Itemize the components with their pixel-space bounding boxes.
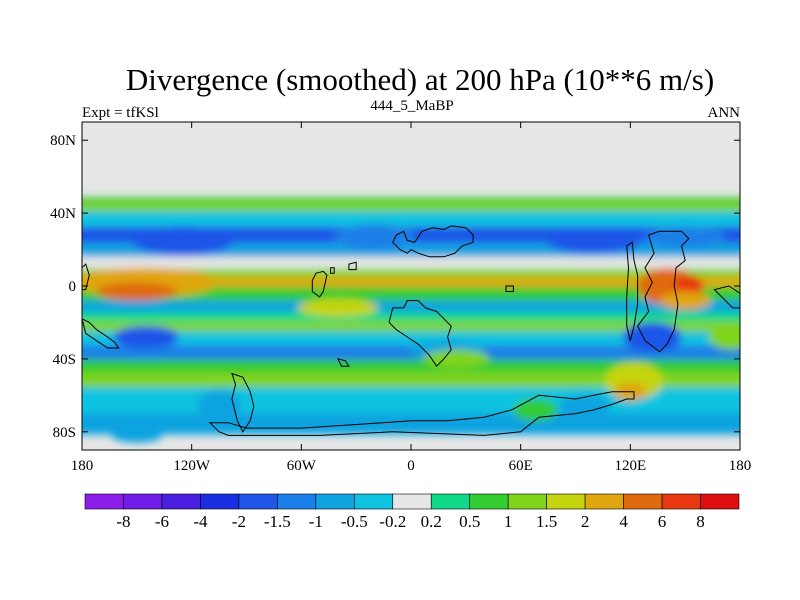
colorbar-swatch (700, 493, 740, 510)
colorbar-swatch (277, 493, 317, 510)
field-blob (659, 291, 711, 310)
field-band (82, 276, 740, 287)
continent-outlines (82, 225, 740, 436)
y-tick-label: 80S (53, 425, 76, 441)
colorbar-swatch (430, 493, 471, 510)
field-band (82, 345, 740, 360)
colorbar-swatch (161, 493, 201, 510)
field-blob (111, 428, 163, 443)
colorbar-swatch (623, 493, 663, 510)
field-blob (559, 395, 611, 418)
colorbar-label: -2 (232, 512, 246, 531)
colorbar-label: 8 (696, 512, 705, 531)
y-tick-label: 80N (50, 133, 76, 149)
colorbar-label: -8 (116, 512, 130, 531)
colorbar-swatch (200, 493, 240, 510)
x-tick-label: 120W (173, 458, 211, 474)
field-band (82, 300, 740, 313)
field-band (82, 211, 740, 227)
colorbar-swatch (469, 493, 509, 510)
outline-antarctic-rim (208, 391, 635, 436)
outline-southwest-edge (82, 318, 120, 349)
field-blob (423, 349, 490, 368)
outline-small-north (348, 261, 357, 271)
colorbar-label: -4 (193, 512, 208, 531)
colorbar-swatch (392, 493, 432, 510)
field-layer (82, 197, 740, 443)
axes: 180 120W 60W 0 60E 120E 180 80N 40N 0 40S 80S (50, 122, 751, 474)
field-band (82, 359, 740, 373)
field-blob (623, 322, 682, 352)
outline-central-island (311, 270, 328, 298)
field-blob (131, 225, 234, 256)
outline-east-edge (713, 285, 740, 309)
y-tick-label: 0 (69, 279, 77, 295)
field-blob (674, 275, 704, 297)
chart-subtitle-center: 444_5_MaBP (370, 98, 453, 114)
colorbar-swatch (353, 493, 394, 510)
colorbar-label: 1.5 (536, 512, 557, 531)
field-blob (644, 225, 726, 248)
field-band (82, 321, 740, 332)
field-band (82, 331, 740, 346)
field-blob (197, 389, 242, 420)
colorbar-label: -6 (155, 512, 169, 531)
y-tick-label: 40S (53, 352, 76, 368)
field-band (82, 197, 740, 204)
outline-india-land (626, 241, 639, 341)
chart-subtitle-left: Expt = tfKSl (82, 105, 159, 121)
colorbar: -8 -6 -4 -2 -1.5 -1 -0.5 -0.2 0.2 0.5 1 1.5 2 4 6 8 (84, 493, 740, 531)
colorbar-label: 0.5 (459, 512, 480, 531)
colorbar-swatch (123, 493, 163, 510)
chart-subtitle-right: ANN (708, 105, 741, 121)
x-tick-label: 0 (407, 458, 415, 474)
colorbar-label: 6 (658, 512, 667, 531)
field-band (82, 413, 740, 435)
field-band (82, 203, 740, 212)
x-tick-label: 180 (71, 458, 94, 474)
field-band (82, 286, 740, 301)
outline-australasia (637, 230, 690, 353)
field-band (82, 256, 740, 269)
colorbar-swatch (84, 493, 124, 510)
outline-far-west (82, 263, 90, 291)
field-blob (708, 324, 740, 350)
colorbar-label: 1 (504, 512, 513, 531)
colorbar-swatch (507, 493, 547, 510)
chart-title: Divergence (smoothed) at 200 hPa (10**6 … (126, 62, 714, 97)
x-tick-label: 60W (287, 458, 317, 474)
field-blob (334, 224, 415, 250)
x-tick-label: 60E (509, 458, 533, 474)
colorbar-swatch (584, 493, 624, 510)
x-tick-label: 180 (729, 458, 752, 474)
colorbar-label: 2 (581, 512, 590, 531)
field-band (82, 268, 740, 277)
outline-eurasia (388, 300, 452, 367)
outline-small-2 (330, 267, 335, 274)
colorbar-label: -1 (309, 512, 323, 531)
field-blob (546, 227, 642, 254)
colorbar-label: -1.5 (264, 512, 291, 531)
field-blob (113, 326, 179, 348)
colorbar-swatch (546, 493, 586, 510)
plot-area: 180 120W 60W 0 60E 120E 180 80N 40N 0 40S 80S (50, 121, 751, 474)
colorbar-label: -0.2 (379, 512, 406, 531)
outline-southern-stub (231, 372, 255, 433)
field-blob (513, 398, 558, 421)
colorbar-swatch (315, 493, 355, 510)
field-blob (297, 298, 379, 317)
field-band (82, 312, 740, 322)
outline-north-america (392, 225, 474, 258)
x-tick-label: 120E (614, 458, 646, 474)
colorbar-label: 4 (619, 512, 628, 531)
y-tick-label: 40N (50, 206, 76, 222)
colorbar-swatch (238, 493, 278, 510)
colorbar-label: 0.2 (421, 512, 442, 531)
colorbar-swatch (661, 493, 701, 510)
colorbar-label: -0.5 (341, 512, 368, 531)
outline-south-blob (336, 358, 350, 367)
outline-small-3 (505, 285, 514, 292)
field-blob (96, 282, 178, 301)
